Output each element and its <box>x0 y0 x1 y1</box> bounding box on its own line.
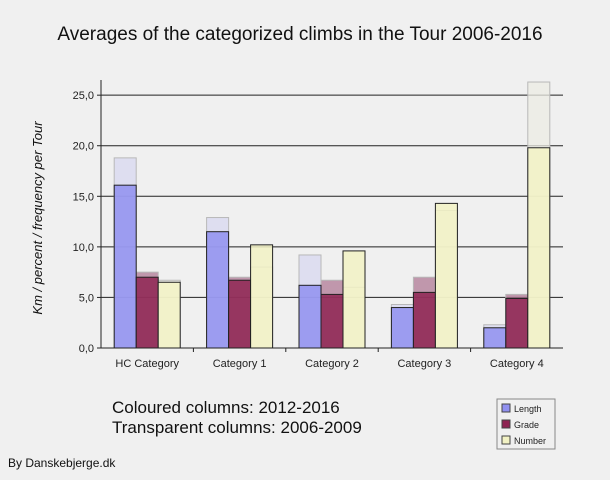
legend-label-grade: Grade <box>514 420 539 430</box>
y-tick-label: 20,0 <box>73 141 94 153</box>
bar-2012-2016-grade <box>320 293 344 349</box>
legend-swatch-grade <box>501 419 511 429</box>
y-tick-label: 5,0 <box>79 292 94 304</box>
y-tick-label: 10,0 <box>73 242 94 254</box>
bar-2012-2016-number <box>342 250 366 349</box>
bar-2012-2016-number <box>250 244 274 349</box>
x-tick-label: Category 1 <box>213 358 267 370</box>
bar-2012-2016-grade <box>228 279 252 349</box>
note-transparent: Transparent columns: 2006-2009 <box>112 418 362 437</box>
bar-2012-2016-grade <box>505 297 529 349</box>
bar-2012-2016-length <box>298 284 322 349</box>
x-tick-label: Category 4 <box>490 358 544 370</box>
legend-label-number: Number <box>514 436 546 446</box>
bars-2012-2016 <box>113 147 551 349</box>
y-axis-label: Km / percent / frequency per Tour <box>30 121 45 315</box>
legend-swatch-number <box>501 435 511 445</box>
y-tick-label: 25,0 <box>73 90 94 102</box>
legend-label-length: Length <box>514 404 542 414</box>
y-tick-label: 0,0 <box>79 343 94 355</box>
x-tick-label: Category 2 <box>305 358 359 370</box>
bar-2012-2016-number <box>157 281 181 349</box>
bar-2012-2016-number <box>527 147 551 349</box>
bar-2012-2016-length <box>206 231 230 349</box>
credit: By Danskebjerge.dk <box>8 456 116 470</box>
bar-2012-2016-grade <box>412 291 436 349</box>
legend: Length Grade Number <box>496 398 556 450</box>
note-coloured: Coloured columns: 2012-2016 <box>112 398 340 417</box>
x-tick-label: Category 3 <box>397 358 451 370</box>
bar-2012-2016-length <box>113 184 137 349</box>
legend-swatch-length <box>501 403 511 413</box>
gridlines <box>101 94 563 298</box>
axes <box>100 80 563 349</box>
y-tick-label: 15,0 <box>73 191 94 203</box>
x-tick-labels: HC Category Category 1 Category 2 Category … <box>115 348 544 370</box>
chart-title: Averages of the categorized climbs in th… <box>57 24 542 45</box>
bar-2012-2016-grade <box>135 276 159 349</box>
bar-2012-2016-number <box>434 202 458 349</box>
bar-2012-2016-length <box>483 327 507 349</box>
y-tick-labels: 0,0 5,0 10,0 15,0 20,0 25,0 <box>73 90 101 355</box>
x-tick-label: HC Category <box>115 358 179 370</box>
bar-2012-2016-length <box>390 307 414 349</box>
